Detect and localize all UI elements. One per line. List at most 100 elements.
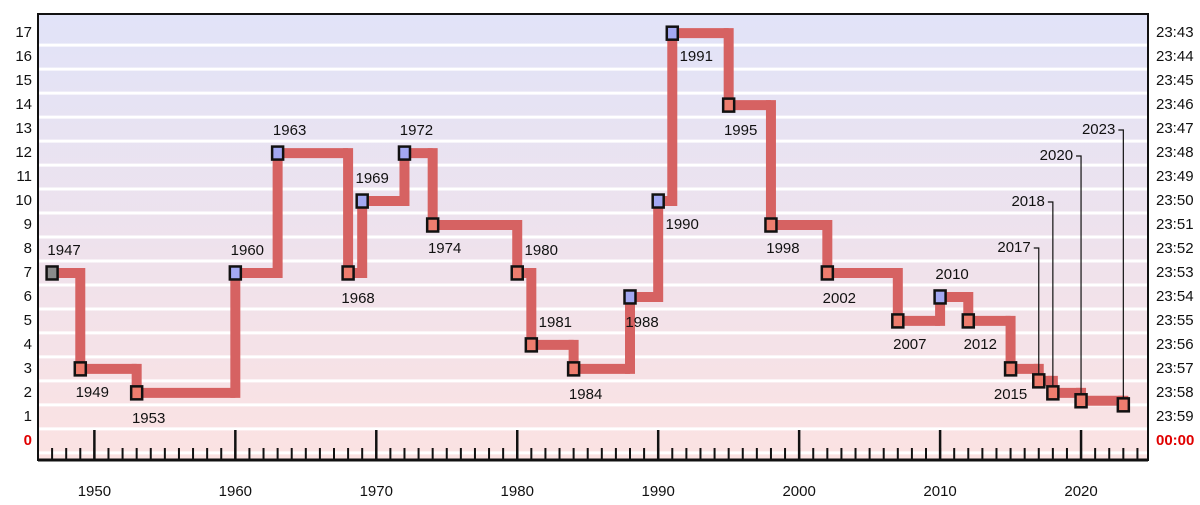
point-label: 1972 xyxy=(400,122,433,139)
y2-tick-label: 23:55 xyxy=(1156,312,1194,329)
point-marker xyxy=(1116,397,1131,413)
point-marker xyxy=(1003,361,1018,377)
point-label: 1998 xyxy=(766,240,799,257)
point-marker xyxy=(721,97,736,113)
point-marker xyxy=(1032,373,1046,389)
point-marker xyxy=(566,361,581,377)
y2-tick-label: 23:58 xyxy=(1156,384,1194,401)
y2-tick-label: 23:52 xyxy=(1156,240,1194,257)
point-marker xyxy=(524,337,539,353)
x-tick-label: 2000 xyxy=(782,483,815,500)
point-marker xyxy=(510,265,524,281)
point-marker xyxy=(623,289,637,305)
point-label: 2018 xyxy=(1011,193,1044,210)
point-marker xyxy=(651,193,665,209)
y-tick-label: 13 xyxy=(15,120,32,137)
point-label: 2020 xyxy=(1040,147,1073,164)
y2-tick-label: 23:48 xyxy=(1156,144,1194,161)
y2-tick-label: 23:57 xyxy=(1156,360,1194,377)
y-tick-label: 11 xyxy=(16,168,32,185)
x-tick-label: 1980 xyxy=(501,483,534,500)
y2-tick-label: 23:50 xyxy=(1156,192,1194,209)
x-tick-label: 1950 xyxy=(78,483,111,500)
point-marker xyxy=(764,217,778,233)
y2-tick-label: 23:45 xyxy=(1156,72,1194,89)
point-label: 2023 xyxy=(1082,121,1115,138)
leader-line xyxy=(1033,247,1040,375)
point-label: 1947 xyxy=(47,242,80,259)
point-marker xyxy=(1046,385,1060,401)
point-marker xyxy=(961,313,976,329)
leader-line xyxy=(1047,201,1054,387)
y-tick-label: 12 xyxy=(15,144,32,161)
point-label: 1980 xyxy=(525,242,558,259)
y2-tick-label: 23:59 xyxy=(1156,408,1194,425)
point-label: 1968 xyxy=(341,290,374,307)
y-tick-label: 16 xyxy=(15,48,32,65)
y-tick-label: 1 xyxy=(24,408,32,425)
point-label: 2015 xyxy=(994,386,1027,403)
y2-tick-label: 23:46 xyxy=(1156,96,1194,113)
point-marker xyxy=(270,145,285,161)
y-tick-label: 9 xyxy=(24,216,32,233)
y2-tick-label: 23:53 xyxy=(1156,264,1194,281)
point-label: 1984 xyxy=(569,386,602,403)
leader-line xyxy=(1076,155,1082,395)
x-tick-label: 2020 xyxy=(1064,483,1097,500)
point-label: 1953 xyxy=(132,410,165,427)
point-marker xyxy=(355,193,369,209)
point-marker xyxy=(73,361,88,377)
point-marker xyxy=(45,265,59,281)
point-marker xyxy=(425,217,440,233)
point-label: 1995 xyxy=(724,122,757,139)
point-label: 2012 xyxy=(964,336,997,353)
y2-tick-label: 23:44 xyxy=(1156,48,1194,65)
y-tick-label: 7 xyxy=(24,264,32,281)
point-marker xyxy=(397,145,412,161)
point-label: 2010 xyxy=(935,266,968,283)
point-marker xyxy=(228,265,243,281)
point-label: 1991 xyxy=(680,48,713,65)
y2-tick-label: 23:56 xyxy=(1156,336,1194,353)
y2-tick-label: 23:51 xyxy=(1156,216,1194,233)
point-marker xyxy=(341,265,355,281)
y2-tick-label: 23:49 xyxy=(1156,168,1194,185)
x-tick-label: 1970 xyxy=(360,483,393,500)
x-tick-label: 1960 xyxy=(219,483,252,500)
point-label: 1949 xyxy=(76,384,109,401)
point-marker xyxy=(129,385,144,401)
point-label: 1960 xyxy=(231,242,264,259)
y2-tick-label: 00:00 xyxy=(1156,432,1194,449)
y2-tick-label: 23:43 xyxy=(1156,24,1194,41)
y2-tick-label: 23:47 xyxy=(1156,120,1194,137)
point-marker xyxy=(1074,393,1088,409)
point-label: 1990 xyxy=(666,216,699,233)
point-label: 1981 xyxy=(539,314,572,331)
point-marker xyxy=(891,313,905,329)
y-tick-label: 15 xyxy=(15,72,32,89)
point-label: 1988 xyxy=(625,314,658,331)
point-marker xyxy=(820,265,835,281)
y-tick-label: 6 xyxy=(24,288,32,305)
y-tick-label: 8 xyxy=(24,240,32,257)
leader-line xyxy=(1118,129,1124,399)
point-label: 2007 xyxy=(893,336,926,353)
point-label: 1974 xyxy=(428,240,461,257)
point-marker xyxy=(665,25,680,41)
point-marker xyxy=(933,289,947,305)
y-tick-label: 3 xyxy=(24,360,32,377)
y-tick-label: 4 xyxy=(24,336,32,353)
point-label: 2017 xyxy=(997,239,1030,256)
y-tick-label: 0 xyxy=(24,432,32,449)
y-tick-label: 14 xyxy=(15,96,32,113)
point-label: 1969 xyxy=(356,170,389,187)
y-tick-label: 17 xyxy=(15,24,32,41)
y-tick-label: 2 xyxy=(24,384,32,401)
x-tick-label: 2010 xyxy=(923,483,956,500)
x-tick-label: 1990 xyxy=(642,483,675,500)
point-label: 2002 xyxy=(823,290,856,307)
y2-tick-label: 23:54 xyxy=(1156,288,1194,305)
point-label: 1963 xyxy=(273,122,306,139)
